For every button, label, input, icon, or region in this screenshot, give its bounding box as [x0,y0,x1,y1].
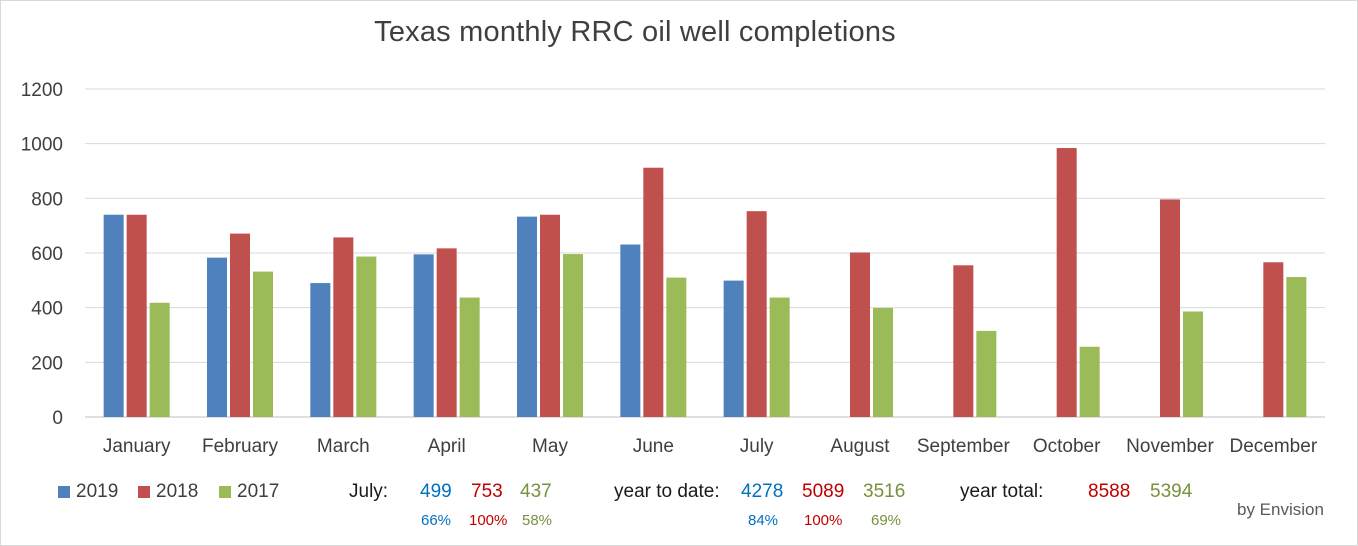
bar-november-2017 [1183,311,1203,417]
ytd-pct-2019: 84% [748,512,779,529]
bar-july-2019 [723,280,744,417]
bar-september-2017 [976,330,997,417]
legend-item-2018: 2018 [138,480,198,504]
ytd-label: year to date: [614,481,720,502]
y-tick-label-0: 0 [52,408,63,429]
legend-swatch-2018 [138,486,150,498]
x-tick-label-july: July [740,436,774,457]
x-tick-label-january: January [103,436,171,457]
x-tick-label-august: August [830,436,890,457]
july-value-2018: 753 [471,481,503,502]
bar-january-2019 [103,214,124,417]
legend-swatch-2019 [58,486,70,498]
bar-october-2017 [1079,346,1100,417]
bar-july-2017 [769,297,790,417]
credit-text: by Envision [1237,500,1324,519]
bar-november-2018 [1160,199,1180,417]
bar-august-2018 [850,252,870,417]
bar-may-2019 [517,216,537,417]
legend-label-2019: 2019 [76,481,119,502]
july-pct-2018: 100% [469,512,508,529]
bar-march-2017 [356,256,377,417]
x-tick-label-june: June [633,436,674,457]
bar-april-2018 [436,248,457,417]
x-tick-label-december: December [1230,436,1318,457]
legend-label-2017: 2017 [237,481,280,502]
x-tick-label-march: March [317,436,370,457]
bar-february-2018 [230,233,250,417]
y-tick-label-600: 600 [31,244,63,265]
bar-april-2019 [413,254,434,417]
july-label: July: [349,481,389,502]
bar-march-2019 [310,283,331,417]
legend-swatch-2017 [219,486,231,498]
legend-item-2019: 2019 [58,480,118,504]
bar-april-2017 [459,297,480,417]
total-label: year total: [960,481,1044,502]
bar-october-2018 [1056,148,1077,418]
bar-december-2017 [1286,277,1307,417]
july-pct-2017: 58% [522,512,553,529]
chart-title: Texas monthly RRC oil well completions [374,16,896,48]
ytd-value-2017: 3516 [863,481,906,502]
ytd-value-2018: 5089 [802,481,845,502]
bar-february-2017 [253,271,273,417]
bar-august-2017 [873,307,893,417]
bar-january-2017 [149,302,170,417]
y-tick-label-1000: 1000 [21,135,63,156]
x-tick-label-september: September [917,436,1011,457]
bar-december-2018 [1263,262,1284,417]
legend-label-2018: 2018 [156,481,199,502]
bar-february-2019 [207,257,227,417]
ytd-value-2019: 4278 [741,481,784,502]
x-tick-label-april: April [428,436,466,457]
bar-june-2019 [620,244,641,417]
x-tick-label-november: November [1126,436,1214,457]
bar-september-2018 [953,265,974,417]
chart-plot: 0 200 400 600 800 1000 1200 January February Marc… [21,80,1325,457]
legend-item-2017: 2017 [219,480,279,504]
bar-may-2017 [563,254,583,417]
total-value-2018: 8588 [1088,481,1131,502]
july-pct-2019: 66% [421,512,452,529]
total-value-2017: 5394 [1150,481,1193,502]
july-value-2017: 437 [520,481,552,502]
bar-july-2018 [746,211,767,417]
bar-may-2018 [540,214,560,417]
y-tick-label-800: 800 [31,189,63,210]
y-tick-label-200: 200 [31,353,63,374]
x-tick-label-may: May [532,436,568,457]
y-tick-label-1200: 1200 [21,80,63,101]
bar-june-2017 [666,277,687,417]
july-value-2019: 499 [420,481,452,502]
ytd-pct-2018: 100% [804,512,843,529]
bar-june-2018 [643,167,664,417]
bar-march-2018 [333,237,354,417]
x-tick-label-february: February [202,436,279,457]
bar-january-2018 [126,214,147,417]
ytd-pct-2017: 69% [871,512,902,529]
x-tick-label-october: October [1033,436,1101,457]
y-tick-label-400: 400 [31,299,63,320]
